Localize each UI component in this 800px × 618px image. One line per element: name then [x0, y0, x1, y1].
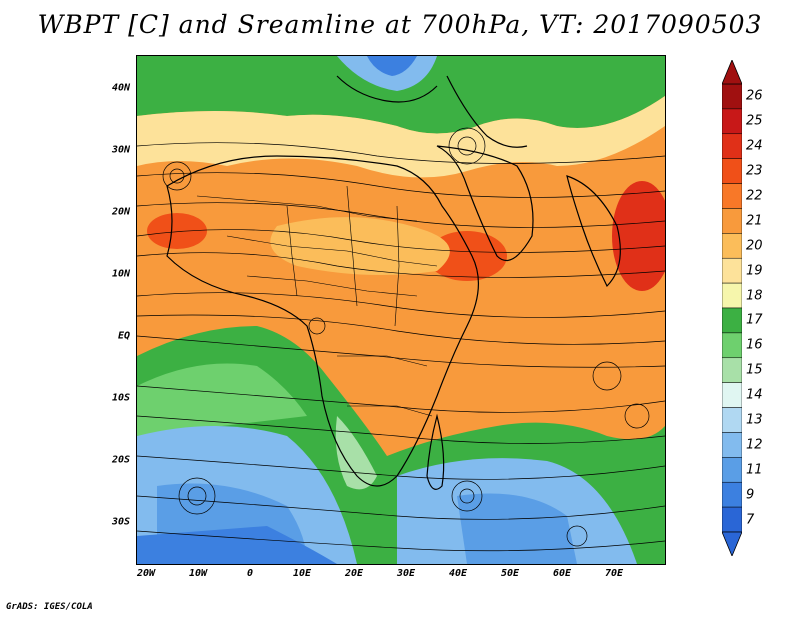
colorbar-label: 18: [746, 288, 763, 304]
grads-credit: GrADS: IGES/COLA: [6, 602, 93, 612]
colorbar-cell: [722, 457, 742, 483]
wbpt-south-midblue-east: [457, 493, 577, 564]
lat-label-eq: EQ: [117, 330, 130, 342]
colorbar-label: 13: [746, 412, 763, 428]
wbpt-hot-india: [612, 181, 665, 291]
wbpt-south-lightgreen: [137, 363, 307, 436]
colorbar-label: 23: [746, 163, 763, 179]
colorbar-cell: [722, 233, 742, 259]
colorbar-label: 16: [746, 337, 763, 353]
colorbar-label: 15: [746, 362, 763, 378]
colorbar-label: 12: [746, 437, 763, 453]
lat-label-40n: 40N: [111, 82, 130, 94]
colorbar-cell: [722, 481, 742, 508]
lon-label-60e: 60E: [552, 568, 572, 579]
colorbar-label: 20: [746, 238, 763, 254]
colorbar-cell: [722, 506, 742, 533]
colorbar-top-arrow: [722, 60, 742, 85]
colorbar-label: 9: [746, 487, 755, 503]
colorbar-cell: [722, 257, 742, 284]
colorbar-cell: [722, 307, 742, 334]
lon-label-20e: 20E: [344, 568, 364, 579]
colorbar-label: 7: [746, 512, 755, 528]
plot-title: WBPT [C] and Sreamline at 700hPa, VT: 20…: [37, 10, 763, 39]
colorbar-cell: [722, 332, 742, 359]
wbpt-yellow-belt: [270, 217, 450, 275]
colorbar-label: 26: [746, 88, 763, 104]
colorbar-cell: [722, 432, 742, 458]
colorbar-cell: [722, 183, 742, 209]
lat-label-20s: 20S: [111, 454, 130, 466]
lat-label-30n: 30N: [111, 144, 130, 156]
lon-label-70e: 70E: [604, 568, 624, 579]
lon-label-40e: 40E: [448, 568, 468, 579]
colorbar-cell: [722, 357, 742, 383]
colorbar-label: 11: [746, 462, 763, 478]
wbpt-north-deepblue: [367, 56, 417, 76]
colorbar-label: 19: [746, 263, 763, 279]
colorbar-label: 24: [746, 138, 763, 154]
map-field: [137, 56, 665, 564]
lon-label-20w: 20W: [136, 568, 156, 579]
colorbar-label: 22: [746, 188, 763, 204]
colorbar-label: 25: [746, 113, 763, 129]
lon-label-50e: 50E: [500, 568, 520, 579]
colorbar-label: 14: [746, 387, 763, 403]
lat-label-30s: 30S: [111, 516, 130, 528]
colorbar-bottom-arrow: [722, 531, 742, 556]
colorbar-label: 21: [746, 213, 763, 229]
map-panel: [136, 55, 666, 565]
colorbar-cell: [722, 407, 742, 433]
lon-label-0: 0: [246, 568, 254, 579]
wbpt-north-green: [137, 56, 665, 134]
lon-label-30e: 30E: [396, 568, 416, 579]
lon-label-10e: 10E: [292, 568, 312, 579]
wbpt-hot-west: [147, 213, 207, 249]
colorbar-cell: [722, 158, 742, 184]
lat-label-20n: 20N: [111, 206, 130, 218]
wbpt-coast-light: [335, 416, 377, 490]
colorbar-cell: [722, 133, 742, 159]
colorbar: [722, 60, 742, 556]
colorbar-label: 17: [746, 312, 763, 328]
coastlines: [166, 75, 621, 490]
country-borders: [196, 185, 438, 417]
colorbar-cell: [722, 208, 742, 234]
lat-label-10s: 10S: [111, 392, 130, 404]
colorbar-cell: [722, 282, 742, 309]
lat-label-10n: 10N: [111, 268, 130, 280]
colorbar-cell: [722, 382, 742, 408]
wbpt-south-deepblue: [137, 526, 337, 564]
lon-label-10w: 10W: [188, 568, 208, 579]
colorbar-cell: [722, 83, 742, 110]
wbpt-north-yellow: [137, 96, 665, 178]
colorbar-cell: [722, 108, 742, 135]
streamlines: [137, 127, 665, 552]
